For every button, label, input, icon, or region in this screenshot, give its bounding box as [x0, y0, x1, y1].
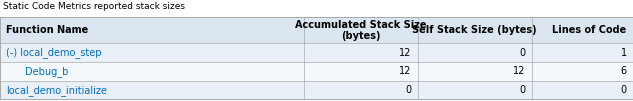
Text: 12: 12 — [513, 66, 525, 76]
Text: Static Code Metrics reported stack sizes: Static Code Metrics reported stack sizes — [3, 2, 185, 11]
Bar — [0, 17, 633, 43]
Text: Accumulated Stack Size
(bytes): Accumulated Stack Size (bytes) — [295, 19, 427, 41]
Text: 1: 1 — [620, 48, 627, 58]
Text: 0: 0 — [620, 85, 627, 95]
Text: 6: 6 — [620, 66, 627, 76]
Text: Function Name: Function Name — [6, 25, 89, 35]
Text: local_demo_initialize: local_demo_initialize — [6, 85, 107, 96]
Bar — [0, 62, 633, 81]
Bar — [0, 43, 633, 62]
Text: Lines of Code: Lines of Code — [553, 25, 627, 35]
Text: Debug_b: Debug_b — [25, 66, 69, 77]
Text: 0: 0 — [519, 85, 525, 95]
Text: 12: 12 — [399, 66, 411, 76]
Text: (-) local_demo_step: (-) local_demo_step — [6, 47, 102, 58]
Text: 12: 12 — [399, 48, 411, 58]
Bar — [0, 81, 633, 99]
Text: 0: 0 — [519, 48, 525, 58]
Text: 0: 0 — [405, 85, 411, 95]
Text: Self Stack Size (bytes): Self Stack Size (bytes) — [413, 25, 537, 35]
